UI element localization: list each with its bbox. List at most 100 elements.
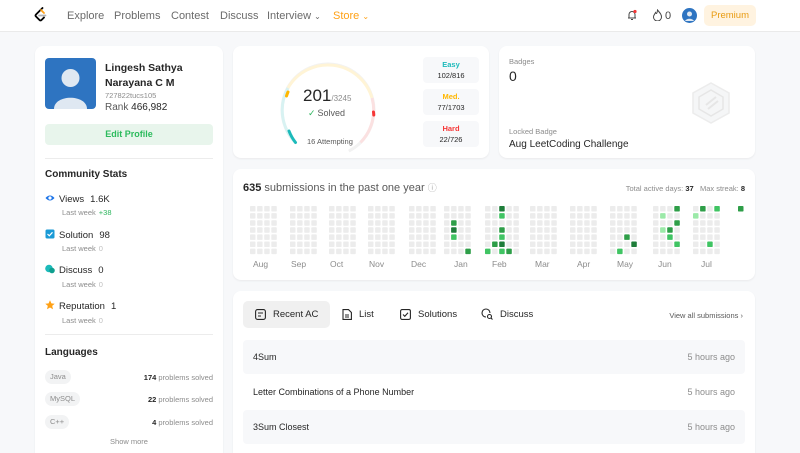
heatmap-cell [700, 248, 706, 255]
submission-time: 5 hours ago [687, 422, 735, 432]
nav-explore[interactable]: Explore [67, 10, 105, 22]
heatmap-cell [382, 248, 388, 255]
heatmap-cell [416, 227, 422, 233]
heatmap-cell [667, 213, 673, 219]
heatmap-cell [311, 234, 317, 240]
heatmap-cell [537, 220, 543, 226]
tab-discuss[interactable]: Discuss [469, 301, 545, 328]
heatmap-cell [660, 206, 666, 212]
heatmap-cell [653, 241, 659, 247]
heatmap-cell [375, 213, 381, 219]
heatmap-cell [458, 206, 464, 212]
heatmap-cell [513, 234, 519, 240]
nav-problems[interactable]: Problems [114, 10, 161, 22]
bell-icon[interactable] [626, 9, 638, 21]
profile-handle: 727822tucs105 [105, 91, 157, 100]
heatmap-cell [329, 220, 335, 226]
locked-badge-label: Locked Badge [509, 127, 557, 136]
user-avatar-icon[interactable] [682, 8, 697, 23]
heatmap-cell [264, 248, 270, 255]
hard-label: Hard [442, 124, 460, 133]
lang-count: 22 [147, 395, 157, 404]
heatmap-cell [584, 213, 590, 219]
view-all-submissions-link[interactable]: View all submissions › [669, 311, 743, 320]
submission-row[interactable]: 4Sum 5 hours ago [243, 340, 745, 374]
month-label: Jul [701, 259, 712, 269]
heatmap-cell [485, 220, 491, 226]
stat-sub-label: Last week [62, 244, 96, 253]
edit-profile-button[interactable]: Edit Profile [45, 124, 213, 145]
max-streak-label: Max streak: [699, 184, 739, 193]
leetcode-logo[interactable] [33, 7, 49, 24]
heatmap-cell [336, 213, 342, 219]
premium-button[interactable]: Premium [704, 5, 756, 26]
heatmap-cell [430, 241, 436, 247]
submission-heatmap-card: 635 submissions in the past one year ⓘ T… [233, 169, 755, 280]
heatmap-cell [311, 213, 317, 219]
month-label: Nov [369, 259, 385, 269]
active-days-value: 37 [685, 184, 694, 193]
heatmap-cell [423, 227, 429, 233]
heatmap-cell [250, 248, 256, 255]
heatmap-cell [631, 227, 637, 233]
tab-list[interactable]: List [330, 301, 386, 328]
easy-stat: Easy 102/816 [423, 57, 479, 83]
heatmap-cell [444, 227, 450, 233]
info-icon[interactable]: ⓘ [427, 183, 437, 193]
submission-title[interactable]: 4Sum [253, 352, 277, 362]
heatmap-cell [343, 234, 349, 240]
tab-recent-ac[interactable]: Recent AC [243, 301, 331, 328]
submission-row[interactable]: Letter Combinations of a Phone Number 5 … [243, 375, 745, 409]
heatmap-cell [257, 248, 263, 255]
heatmap-cell [631, 248, 637, 255]
heatmap-cell [382, 241, 388, 247]
heatmap-cell [674, 220, 680, 226]
lang-tag-java: Java [45, 370, 71, 384]
heatmap-cell [416, 234, 422, 240]
show-more-link[interactable]: Show more [110, 437, 148, 446]
heatmap-cell [610, 206, 616, 212]
nav-discuss[interactable]: Discuss [220, 10, 259, 22]
heatmap-cell [375, 248, 381, 255]
nav-interview[interactable]: Interview ⌄ [267, 10, 321, 22]
heatmap-cell [660, 234, 666, 240]
heatmap-cell [506, 206, 512, 212]
heatmap-cell [430, 234, 436, 240]
heatmap-cell [513, 241, 519, 247]
tab-label: List [359, 309, 374, 320]
heatmap-cell [257, 234, 263, 240]
heatmap-cell [416, 248, 422, 255]
heatmap-cell [250, 213, 256, 219]
heatmap-cell [297, 248, 303, 255]
heatmap-cell [551, 227, 557, 233]
heatmap-cell [700, 234, 706, 240]
heatmap-cell [544, 241, 550, 247]
heatmap-cell [591, 248, 597, 255]
heatmap-cell [499, 220, 505, 226]
heatmap-cell [544, 234, 550, 240]
solved-count: 201/3245 [303, 86, 351, 106]
submission-title[interactable]: 3Sum Closest [253, 422, 310, 432]
heatmap-label: submissions in the past one year [264, 182, 425, 194]
heatmap-cell [382, 227, 388, 233]
heatmap-cell [343, 206, 349, 212]
heatmap-cell [250, 206, 256, 212]
nav-store[interactable]: Store ⌄ [333, 10, 369, 22]
heatmap-cell [257, 227, 263, 233]
heatmap-cell [485, 227, 491, 233]
tab-solutions[interactable]: Solutions [388, 301, 469, 328]
nav-contest[interactable]: Contest [171, 10, 209, 22]
submission-row[interactable]: 3Sum Closest 5 hours ago [243, 410, 745, 444]
heatmap-cell [409, 213, 415, 219]
heatmap-cell [610, 213, 616, 219]
heatmap-cell [693, 248, 699, 255]
heatmap-cell [368, 234, 374, 240]
heatmap-cell [537, 227, 543, 233]
submission-title[interactable]: Letter Combinations of a Phone Number [253, 387, 415, 397]
heatmap-cell [667, 220, 673, 226]
divider [45, 158, 213, 159]
heatmap-cell [311, 220, 317, 226]
fire-icon[interactable] [652, 9, 663, 21]
heatmap-cell [714, 234, 720, 240]
heatmap-cell [350, 213, 356, 219]
